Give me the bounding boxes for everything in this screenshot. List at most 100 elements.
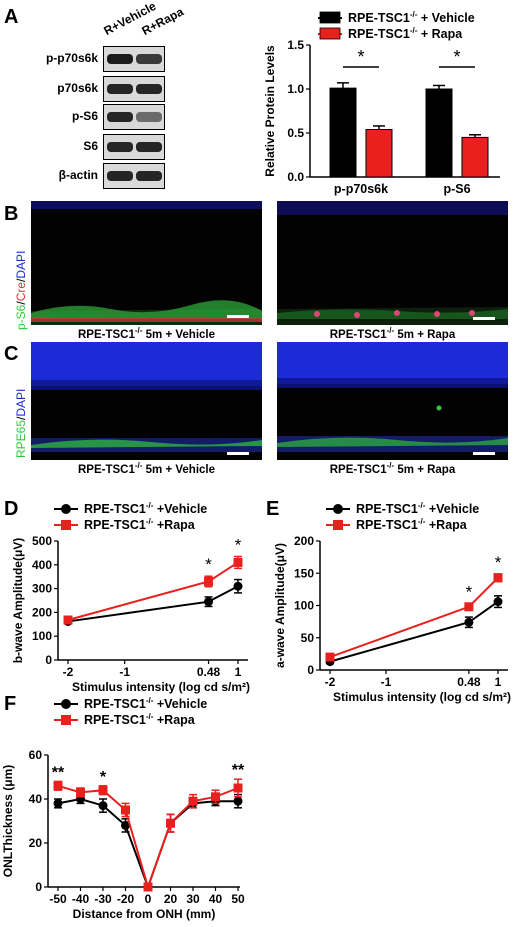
legend-rapa-label: RPE-TSC1-/- +Rapa	[356, 517, 468, 532]
significance-star: *	[357, 47, 364, 67]
blot-strip	[103, 104, 165, 130]
legend-vehicle-label: RPE-TSC1-/- +Vehicle	[356, 501, 479, 516]
caption-c-rapa: RPE-TSC1-/- 5m + Rapa	[329, 461, 456, 476]
blot-row-label: β-actin	[58, 168, 98, 182]
data-point	[166, 818, 175, 828]
blot-band	[107, 84, 133, 94]
micrograph-c-rapa	[277, 342, 508, 460]
blot-band	[107, 112, 133, 122]
y-tick-label: 150	[294, 566, 314, 580]
bar	[461, 136, 489, 178]
micrograph-c-vehicle	[31, 342, 262, 460]
panel-letter-e: E	[266, 498, 280, 520]
legend-vehicle-marker	[333, 504, 343, 514]
panel-letter-b: B	[4, 203, 19, 225]
blot-band	[136, 171, 162, 181]
y-tick-label: 0.0	[287, 170, 304, 184]
data-point	[121, 820, 130, 830]
legend-vehicle-label: RPE-TSC1-/- + Vehicle	[348, 10, 475, 25]
panel-letter-c: C	[4, 343, 19, 365]
data-point	[188, 796, 198, 806]
blot-row-label: p-S6	[71, 109, 98, 123]
data-point	[98, 801, 108, 811]
bar	[329, 87, 357, 178]
y-tick-label: 0.5	[287, 126, 304, 140]
micrograph-b-rapa	[277, 201, 508, 325]
data-point	[143, 882, 153, 892]
panel-c-stain-label: RPE65/DAPI	[14, 388, 28, 458]
data-point	[464, 602, 474, 612]
significance-star: *	[235, 535, 242, 554]
blot-row-label: p-p70s6k	[45, 51, 98, 65]
caption-b-rapa: RPE-TSC1-/- 5m + Rapa	[329, 326, 456, 341]
y-axis-label: ONLThickness (μm)	[1, 765, 15, 877]
y-axis-label: Relative Protein Levels	[263, 45, 277, 177]
legend-rapa-label: RPE-TSC1-/- +Rapa	[84, 517, 196, 532]
x-tick-label: 20	[164, 892, 178, 906]
legend-vehicle-label: RPE-TSC1-/- +Vehicle	[84, 501, 207, 516]
panel-b-stain-label: p-S6/Cre/DAPI	[14, 250, 28, 330]
y-tick-label: 40	[29, 792, 43, 806]
line-chart-onl-thickness: 0 20 40 60 ONLThickness (μm) -50 -40 -30 -20 0 20 3…	[1, 696, 245, 921]
data-point	[233, 783, 243, 793]
line-chart-b-wave: 0 100 200 300 400 500 b-wave Amplitude(μV) -2 -1…	[11, 501, 250, 694]
x-category-label: p-p70s6k	[334, 182, 388, 196]
y-tick-label: 100	[294, 599, 314, 613]
data-point	[53, 781, 63, 791]
data-point	[98, 785, 108, 795]
legend-vehicle-label: RPE-TSC1-/- +Vehicle	[84, 696, 207, 711]
x-tick-label: 40	[209, 892, 223, 906]
line-chart-a-wave: 0 50 100 150 200 a-wave Amplitude(μV) -2 -1 0.48…	[273, 501, 511, 704]
data-point	[76, 787, 85, 797]
y-tick-label: 200	[32, 605, 52, 619]
y-tick-label: 50	[301, 631, 315, 645]
significance-star: *	[495, 553, 502, 572]
y-tick-label: 60	[29, 748, 43, 762]
blot-band	[136, 54, 162, 64]
legend-vehicle-marker	[61, 699, 71, 709]
x-tick-label: 0.48	[457, 675, 481, 689]
data-point	[493, 573, 503, 583]
legend-rapa-marker	[319, 27, 341, 40]
significance-star: *	[205, 555, 212, 574]
blot-band	[107, 54, 133, 64]
blot-band	[136, 84, 162, 94]
y-tick-label: 300	[32, 582, 52, 596]
x-tick-label: 1	[495, 675, 502, 689]
x-axis-label: Distance from ONH (mm)	[73, 907, 216, 921]
x-tick-label: 1	[235, 665, 242, 679]
series-line	[57, 797, 238, 890]
y-tick-label: 1.5	[287, 38, 304, 52]
legend-vehicle-marker	[61, 504, 71, 514]
x-tick-label: 50	[231, 892, 245, 906]
blot-band	[136, 142, 162, 152]
blot-strip	[103, 163, 165, 189]
blot-row-label: S6	[83, 139, 98, 153]
legend-vehicle-marker	[319, 11, 341, 24]
y-tick-label: 400	[32, 558, 52, 572]
x-tick-label: 0.48	[197, 665, 221, 679]
series-line	[67, 561, 239, 621]
legend-rapa-marker	[333, 520, 343, 530]
x-tick-label: -2	[325, 675, 336, 689]
caption-c-vehicle: RPE-TSC1-/- 5m + Vehicle	[78, 461, 215, 476]
blot-strip	[103, 46, 165, 72]
blot-strip	[103, 134, 165, 160]
significance-star: **	[52, 764, 65, 781]
x-tick-label: 0	[145, 892, 152, 906]
data-point	[204, 597, 214, 607]
x-tick-label: -30	[94, 892, 112, 906]
data-point	[493, 597, 503, 607]
data-point	[121, 805, 130, 815]
legend-rapa-label: RPE-TSC1-/- +Rapa	[84, 712, 196, 727]
bar	[365, 128, 393, 178]
y-axis-label: a-wave Amplitude(μV)	[273, 543, 287, 668]
y-axis-label: b-wave Amplitude(μV)	[11, 538, 25, 664]
x-category-label: p-S6	[443, 182, 470, 196]
blot-band	[107, 171, 133, 181]
x-tick-label: -50	[49, 892, 67, 906]
panel-letter-a: A	[4, 6, 19, 28]
bar-chart-protein-levels: 0.0 0.5 1.0 1.5 Relative Protein Levels RPE-T…	[263, 10, 500, 196]
significance-star: *	[453, 47, 460, 67]
legend-rapa-marker	[61, 520, 71, 530]
